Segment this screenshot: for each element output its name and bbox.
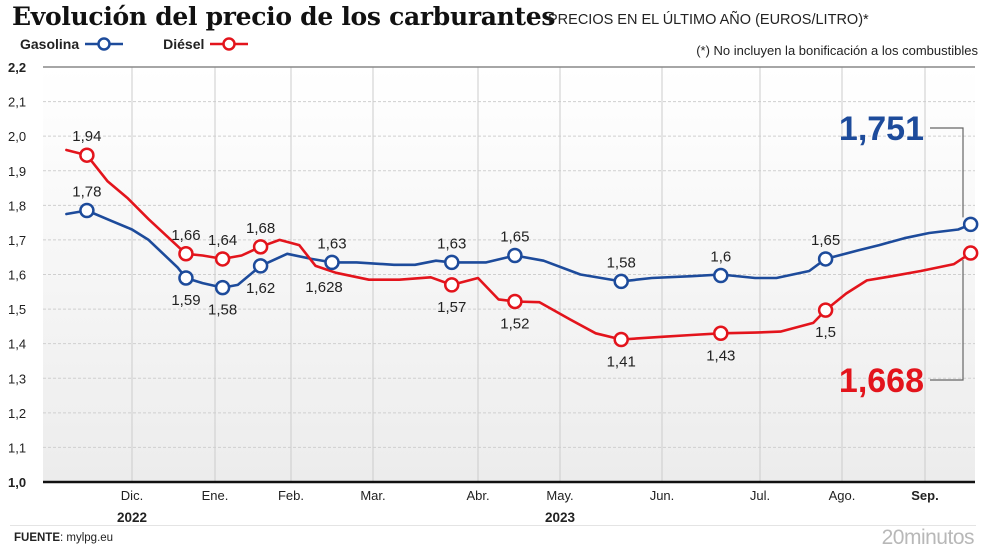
data-label: 1,63 [317,235,346,252]
data-point-marker [817,251,834,267]
chart-subtitle: PRECIOS EN EL ÚLTIMO AÑO (EUROS/LITRO)* [548,12,869,28]
data-point-marker [817,302,834,318]
x-tick-label: Sep. [911,488,938,503]
data-point-marker [713,267,729,284]
legend-item-gasolina: Gasolina [20,36,124,52]
y-tick-label: 1,9 [8,164,26,179]
source-credit: FUENTE: mylpg.eu [14,532,113,544]
data-label: 1,57 [437,299,466,316]
data-label: 1,43 [706,347,735,364]
x-tick-label: May. [546,488,573,503]
y-tick-label: 1,3 [8,371,26,386]
y-tick-label: 2,0 [8,129,26,144]
data-label: 1,59 [171,292,200,309]
y-tick-label: 1,6 [8,268,26,283]
data-label: 1,58 [607,254,636,271]
data-label: 1,52 [500,315,529,332]
y-tick-label: 1,2 [8,406,26,421]
data-point-marker [613,331,629,348]
data-label: 1,94 [72,128,101,145]
y-tick-label: 1,1 [8,440,26,455]
data-point-marker [507,247,523,264]
data-label: 1,63 [437,235,466,252]
y-tick-label: 1,8 [8,198,26,213]
footer-divider [10,525,976,526]
year-label: 2022 [117,510,147,525]
y-tick-label: 1,0 [8,475,26,490]
data-point-marker [252,258,269,274]
data-label: 1,5 [815,324,836,341]
y-tick-label: 2,2 [8,60,26,75]
data-label: 1,6 [710,249,731,266]
data-point-marker [79,202,95,219]
data-point-marker [79,147,95,163]
x-tick-label: Ene. [202,488,229,503]
data-point-marker [214,251,231,267]
legend-item-diesel: Diésel [163,36,249,52]
data-label: 1,78 [72,184,101,201]
brand-logo: 20minutos [881,526,975,549]
x-tick-label: Jun. [650,488,675,503]
data-label: 1,66 [171,227,200,244]
data-label: 1,68 [246,220,275,237]
callout-value-diesel: 1,668 [839,362,924,400]
x-tick-label: Feb. [278,488,304,503]
data-label: 1,65 [500,228,529,245]
data-point-marker [962,216,979,233]
data-label: 1,62 [246,280,275,297]
data-label: 1,41 [607,354,636,371]
data-point-marker [214,279,231,296]
source-label: FUENTE [14,532,60,544]
legend-line-circle-icon-diesel [210,37,249,51]
legend: Gasolina Diésel [20,36,288,52]
data-point-marker [507,293,523,310]
legend-label-gasolina: Gasolina [20,36,80,52]
x-tick-label: Ago. [829,488,856,503]
x-tick-label: Jul. [750,488,770,503]
data-point-marker [444,254,460,271]
data-point-marker [444,277,460,293]
data-label: 1,628 [305,279,343,296]
x-tick-label: Dic. [121,488,143,503]
data-point-marker [252,239,269,255]
y-tick-label: 1,5 [8,302,26,317]
callout-value-gasolina: 1,751 [839,110,924,148]
data-point-marker [713,325,729,342]
data-point-marker [178,246,194,262]
callout-connector-gasolina [930,127,964,218]
source-value: : mylpg.eu [60,532,114,544]
data-point-marker [613,273,629,290]
chart-title: Evolución del precio de los carburantes [12,2,556,31]
year-label: 2023 [545,510,576,525]
legend-label-diesel: Diésel [163,36,205,52]
x-tick-label: Mar. [360,488,385,503]
footnote: (*) No incluyen la bonificación a los co… [696,43,978,58]
data-label: 1,64 [208,232,237,249]
legend-line-circle-icon-gasolina [85,37,124,51]
x-tick-label: Abr. [466,488,489,503]
callout-connector-diesel [930,260,964,381]
data-point-marker [324,254,340,271]
data-label: 1,58 [208,302,237,319]
y-tick-label: 1,7 [8,233,26,248]
data-point-marker [962,245,979,261]
y-tick-label: 2,1 [8,95,26,110]
data-point-marker [178,270,194,286]
data-label: 1,65 [811,232,840,249]
y-tick-label: 1,4 [8,337,26,352]
